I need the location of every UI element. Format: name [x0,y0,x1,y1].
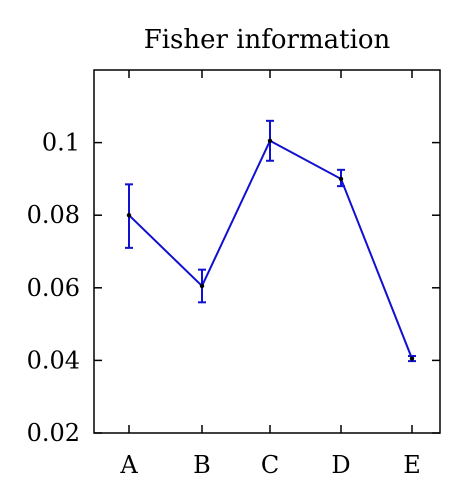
x-tick-label: D [331,451,350,479]
x-tick-label: B [193,451,211,479]
y-tick-label: 0.04 [27,346,80,374]
x-tick-label: E [403,451,421,479]
series-line [128,139,413,359]
y-tick-label: 0.1 [42,129,80,157]
series-layer [125,119,416,363]
y-tick-label: 0.02 [27,419,80,447]
y-tick-label: 0.08 [27,201,80,229]
data-point [199,283,205,289]
chart-title: Fisher information [144,25,391,55]
x-axis: A B C D E [119,70,421,479]
x-tick-label: C [261,451,279,479]
plot-frame [93,69,441,434]
data-point [409,356,415,361]
y-tick-label: 0.06 [27,274,80,302]
x-tick-label: A [119,451,138,479]
data-point [338,176,344,182]
data-point [126,213,132,218]
data-point [267,138,273,143]
y-axis: 0.02 0.04 0.06 0.08 0.1 [27,129,440,447]
